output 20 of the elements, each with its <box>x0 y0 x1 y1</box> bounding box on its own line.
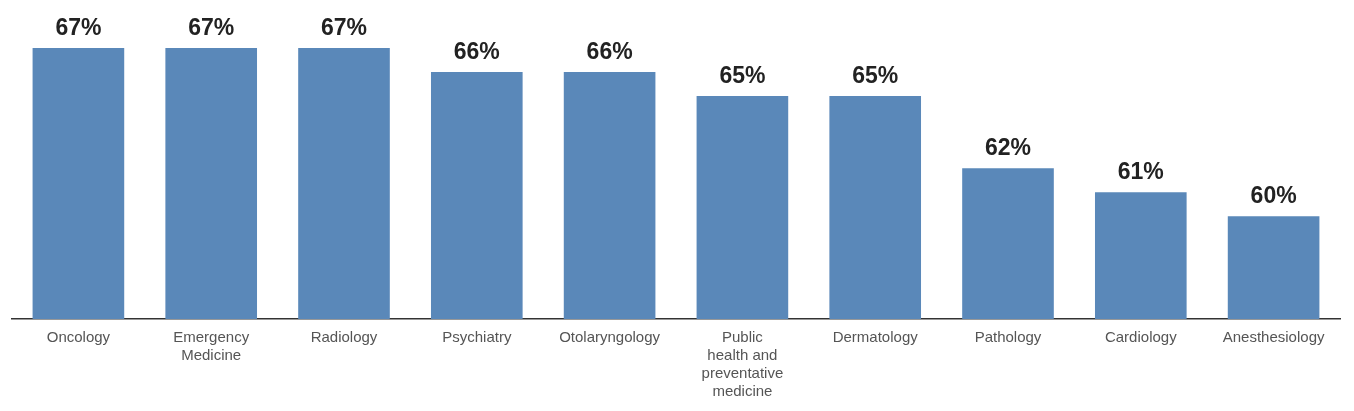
x-tick-label: Public health and preventative medicine <box>701 328 784 400</box>
data-label: 67% <box>55 13 102 40</box>
data-label: 61% <box>1117 158 1164 185</box>
data-label: 62% <box>984 134 1032 161</box>
data-label: 67% <box>320 13 368 40</box>
x-tick-label: Pathology <box>974 328 1042 346</box>
x-tick-label: Otolaryngology <box>559 328 661 346</box>
x-tick-label: Anesthesiology <box>1222 328 1325 346</box>
data-label: 67% <box>188 13 235 40</box>
data-label: 66% <box>586 37 633 64</box>
x-tick-label: Radiology <box>310 328 378 346</box>
x-tick-label: Psychiatry <box>442 328 512 346</box>
x-tick-label: Dermatology <box>832 328 919 346</box>
data-label: 65% <box>852 61 899 88</box>
x-tick-label: Cardiology <box>1104 328 1178 346</box>
x-tick-label: Oncology <box>46 328 111 346</box>
data-label: 66% <box>453 37 500 64</box>
data-label: 65% <box>719 61 766 88</box>
x-tick-label: Emergency Medicine <box>173 328 250 364</box>
data-label: 60% <box>1250 182 1297 209</box>
